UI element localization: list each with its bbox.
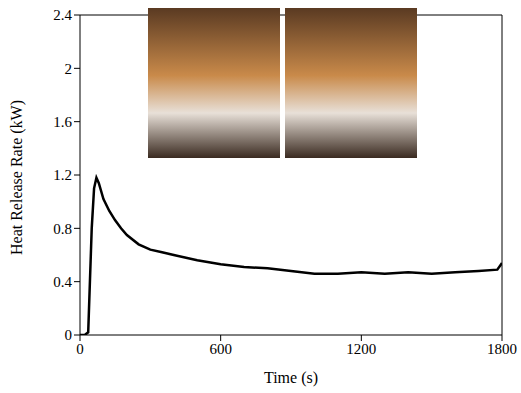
- svg-text:2: 2: [65, 61, 73, 77]
- svg-text:0.8: 0.8: [53, 221, 72, 237]
- svg-text:0: 0: [65, 327, 73, 343]
- svg-text:600: 600: [209, 341, 232, 357]
- svg-text:0: 0: [76, 341, 84, 357]
- svg-text:1.2: 1.2: [53, 167, 72, 183]
- svg-text:Time (s): Time (s): [264, 369, 318, 387]
- svg-text:0.4: 0.4: [53, 274, 72, 290]
- svg-text:1800: 1800: [487, 341, 517, 357]
- svg-text:1.6: 1.6: [53, 114, 72, 130]
- svg-text:1200: 1200: [346, 341, 376, 357]
- svg-text:2.4: 2.4: [53, 7, 72, 23]
- svg-text:Heat Release Rate (kW): Heat Release Rate (kW): [8, 100, 26, 255]
